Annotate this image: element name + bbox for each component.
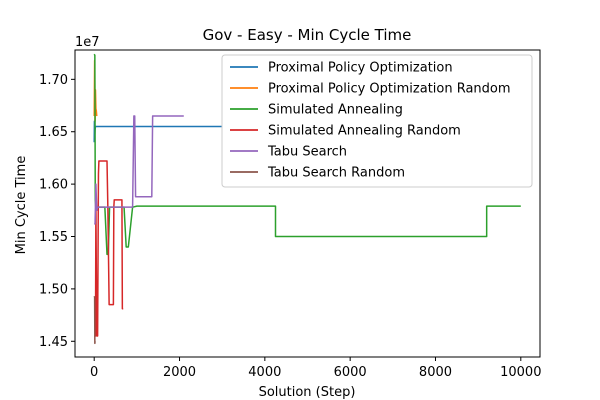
y-tick-label: 1.60 [39,178,68,193]
series-line-5 [93,295,96,345]
legend: Proximal Policy Optimization Proximal Pol… [221,54,533,188]
axes-frame [74,49,541,358]
legend-label-1: Proximal Policy Optimization Random [268,82,511,97]
plot-area [93,53,521,345]
x-tick-label: 8000 [419,365,452,380]
chart-title: Gov - Easy - Min Cycle Time [203,26,412,44]
legend-label-0: Proximal Policy Optimization [268,61,453,76]
y-tick-label: 1.70 [39,73,68,88]
x-axis-label: Solution (Step) [259,385,356,400]
x-tick-label: 6000 [334,365,367,380]
x-tick-label: 2000 [163,365,196,380]
x-tick-label: 10000 [500,365,541,380]
x-tick-label: 0 [90,365,98,380]
y-tick-label: 1.45 [39,335,68,350]
axes: 0 2000 4000 6000 8000 10000 1.45 1.50 1.55 1.60 1.… [39,49,541,380]
series-line-4 [94,115,184,225]
y-offset-label: 1e7 [75,35,100,50]
y-tick-label: 1.50 [39,282,68,297]
series-lines [93,53,521,345]
legend-box [221,54,533,188]
legend-label-3: Simulated Annealing Random [268,124,461,139]
y-tick-label: 1.55 [39,230,68,245]
x-tick-label: 4000 [248,365,281,380]
y-tick-label: 1.65 [39,125,68,140]
legend-label-4: Tabu Search [267,145,347,160]
legend-label-2: Simulated Annealing [268,103,403,118]
legend-label-5: Tabu Search Random [267,166,405,181]
y-axis-label: Min Cycle Time [14,156,29,255]
